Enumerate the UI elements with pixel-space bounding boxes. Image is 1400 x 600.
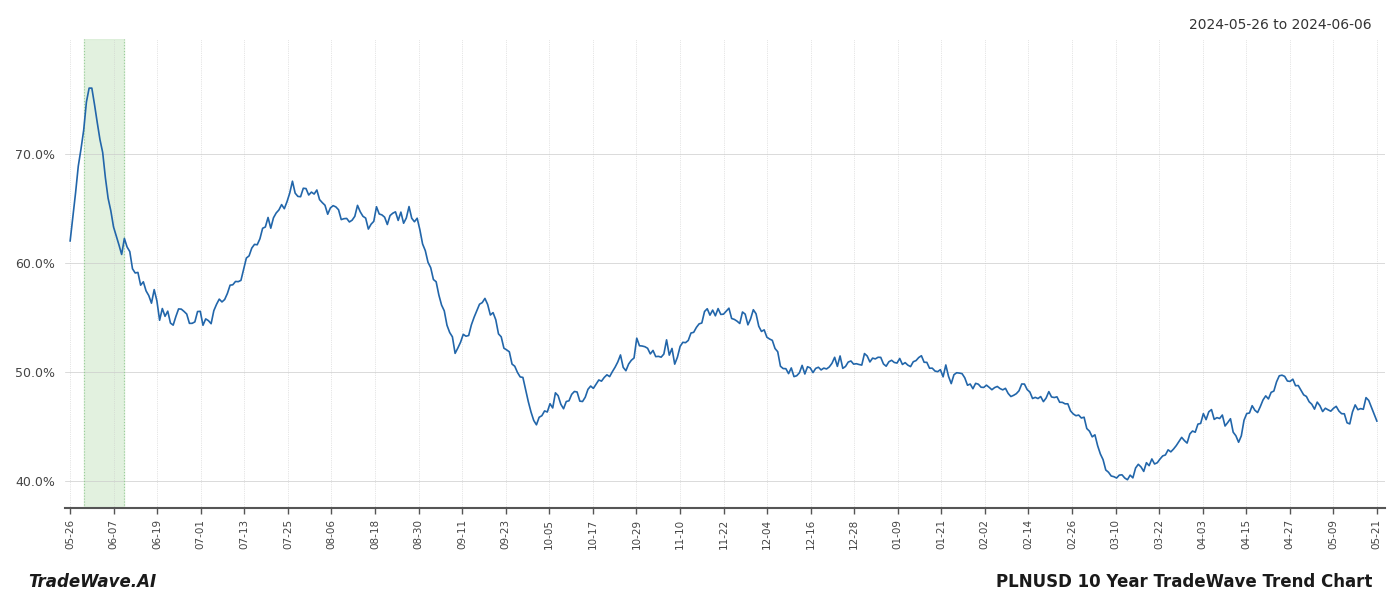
Text: TradeWave.AI: TradeWave.AI [28, 573, 157, 591]
Bar [84, 39, 125, 508]
Text: PLNUSD 10 Year TradeWave Trend Chart: PLNUSD 10 Year TradeWave Trend Chart [995, 573, 1372, 591]
Text: 2024-05-26 to 2024-06-06: 2024-05-26 to 2024-06-06 [1190, 18, 1372, 32]
